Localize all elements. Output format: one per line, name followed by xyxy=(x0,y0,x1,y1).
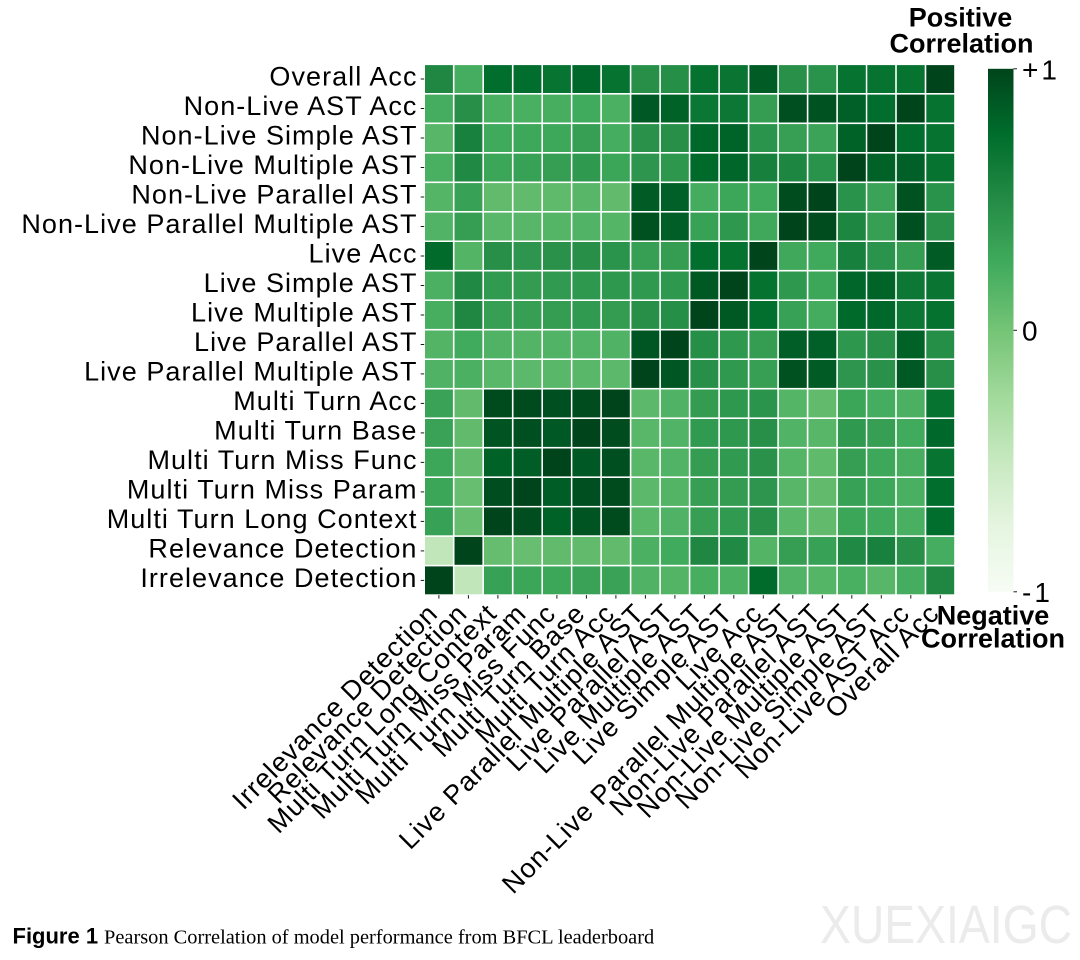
svg-text:-1: -1 xyxy=(1022,577,1053,608)
svg-text:Live Simple AST: Live Simple AST xyxy=(204,268,418,298)
svg-text:Live Multiple AST: Live Multiple AST xyxy=(191,298,417,328)
svg-text:XUEXIAIGC: XUEXIAIGC xyxy=(820,895,1072,955)
svg-text:Multi Turn Miss Param: Multi Turn Miss Param xyxy=(127,475,418,505)
svg-text:Correlation: Correlation xyxy=(921,624,1065,654)
svg-text:Non-Live Parallel AST: Non-Live Parallel AST xyxy=(131,180,417,210)
svg-text:Non-Live Multiple AST: Non-Live Multiple AST xyxy=(128,150,417,180)
svg-text:Live Parallel Multiple AST: Live Parallel Multiple AST xyxy=(84,357,417,387)
svg-text:Correlation: Correlation xyxy=(889,29,1033,59)
svg-text:Negative: Negative xyxy=(937,601,1050,631)
svg-text:0: 0 xyxy=(1022,315,1041,346)
svg-text:Multi Turn Miss Func: Multi Turn Miss Func xyxy=(147,445,417,475)
svg-text:Overall Acc: Overall Acc xyxy=(269,62,417,92)
svg-text:Multi Turn Base: Multi Turn Base xyxy=(214,416,417,446)
svg-text:+1: +1 xyxy=(1022,54,1060,85)
svg-text:Relevance Detection: Relevance Detection xyxy=(148,534,417,564)
svg-text:Non-Live AST Acc: Non-Live AST Acc xyxy=(184,91,418,121)
svg-text:Irrelevance Detection: Irrelevance Detection xyxy=(140,563,417,593)
svg-text:Non-Live Parallel Multiple AST: Non-Live Parallel Multiple AST xyxy=(21,209,417,239)
svg-text:Multi Turn Long Context: Multi Turn Long Context xyxy=(107,504,418,534)
svg-text:Live Acc: Live Acc xyxy=(309,239,418,269)
svg-text:Multi Turn Acc: Multi Turn Acc xyxy=(233,386,417,416)
svg-text:Positive: Positive xyxy=(909,3,1013,33)
svg-text:Figure 1: Figure 1 xyxy=(13,924,99,949)
svg-text:Non-Live Simple AST: Non-Live Simple AST xyxy=(141,121,418,151)
svg-text:Live Parallel AST: Live Parallel AST xyxy=(194,327,417,357)
svg-text:Pearson Correlation of model p: Pearson Correlation of model performance… xyxy=(104,927,654,949)
